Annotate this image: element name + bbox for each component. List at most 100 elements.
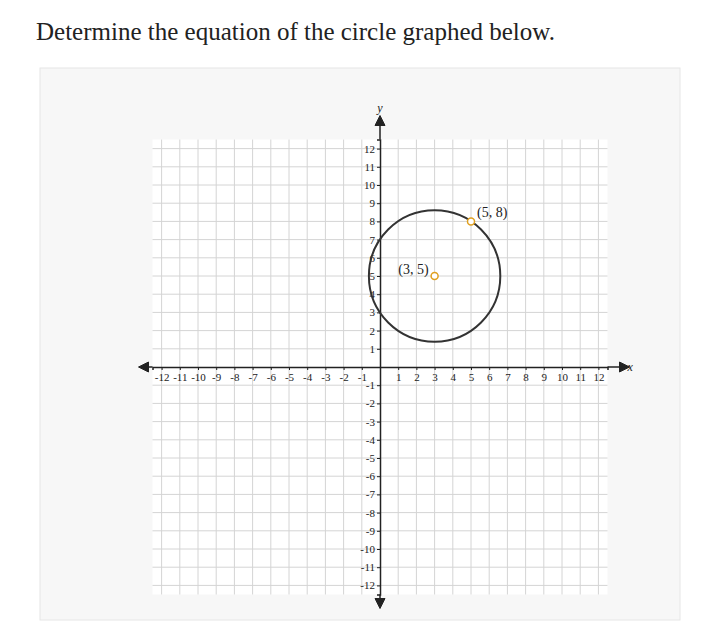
y-axis-line [377,140,381,595]
x-tick-label: 1 [396,371,402,383]
point-labels: (5, 8)(3, 5) [398,205,507,278]
y-tick: -11 [361,561,380,573]
point [468,218,475,225]
y-tick-mark [377,440,380,441]
y-tick-label: 1 [370,343,376,355]
x-tick: 4 [451,367,457,383]
y-tick-mark [377,221,380,222]
y-tick-label: 10 [364,179,376,191]
x-tick: -7 [249,367,259,383]
y-axis: -12-11-10-9-8-7-6-5-4-3-2-11234567891011… [360,140,380,595]
y-tick: -7 [366,488,380,500]
x-tick-mark [453,367,454,370]
y-tick: 8 [370,215,381,227]
x-tick: -11 [173,367,187,383]
x-tick: -3 [321,367,331,383]
x-tick-label: -9 [212,371,222,383]
x-tick: 2 [414,367,420,383]
x-tick-mark [416,367,417,370]
x-tick-label: 3 [432,371,438,383]
x-tick-label: -6 [267,371,277,383]
y-tick-mark [377,294,380,295]
y-tick-mark [377,276,380,277]
grid [153,140,608,595]
y-tick-label: -12 [360,579,375,591]
x-tick-mark [362,367,363,370]
x-tick-label: 5 [469,371,475,383]
y-tick-mark [377,349,380,350]
y-tick: -5 [366,452,380,464]
x-tick-label: 10 [557,371,569,383]
x-tick: -2 [340,367,349,383]
y-tick: -12 [360,579,380,591]
y-tick: -1 [366,379,380,391]
x-tick-mark [307,367,308,370]
y-tick-mark [377,203,380,204]
page: Determine the equation of the circle gra… [0,0,713,623]
y-tick-label: 7 [370,234,376,246]
y-tick: -10 [360,543,380,555]
x-tick: 1 [396,367,402,383]
x-tick-label: -3 [321,371,331,383]
y-tick-label: 9 [370,197,376,209]
y-tick-label: -5 [366,452,376,464]
x-tick-label: 2 [414,371,420,383]
x-tick-mark [562,367,563,370]
y-tick-label: -6 [366,470,376,482]
y-tick: -6 [366,470,380,482]
x-tick: -9 [212,367,222,383]
y-tick-mark [377,567,380,568]
x-tick-mark [289,367,290,370]
x-tick: 10 [557,367,569,383]
y-tick-label: 3 [370,306,376,318]
arrow-head [375,599,385,609]
y-tick: -4 [366,434,380,446]
x-tick-label: -5 [285,371,295,383]
y-tick-mark [377,513,380,514]
x-tick-label: 7 [505,371,511,383]
marks [369,210,500,341]
x-tick: -12 [155,367,170,383]
x-tick: 12 [593,367,604,383]
x-tick: -4 [303,367,313,383]
x-tick-mark [580,367,581,370]
y-tick-label: -8 [366,507,376,519]
y-tick-mark [377,385,380,386]
x-tick: 5 [469,367,475,383]
y-tick-label: -10 [360,543,375,555]
y-tick-mark [377,531,380,532]
panel [40,68,680,620]
y-tick-label: 5 [370,270,376,282]
arrow-head [139,362,149,372]
y-tick-label: -3 [366,416,376,428]
x-tick-mark [471,367,472,370]
x-tick-mark [271,367,272,370]
x-tick-mark [198,367,199,370]
circle [369,210,500,341]
y-tick: -3 [366,416,380,428]
x-tick: -8 [230,367,240,383]
x-tick-mark [234,367,235,370]
x-tick: 9 [542,367,548,383]
y-tick-label: 12 [364,143,375,155]
y-tick-mark [377,476,380,477]
x-tick-label: 4 [451,371,457,383]
y-tick: -8 [366,507,380,519]
x-tick: 8 [523,367,529,383]
y-tick-mark [377,494,380,495]
x-tick: 6 [487,367,493,383]
y-tick: 5 [370,270,381,282]
x-tick-mark [489,367,490,370]
x-tick-mark [344,367,345,370]
x-tick-label: -10 [191,371,206,383]
y-tick: 9 [370,197,381,209]
x-tick-label: -12 [155,371,170,383]
x-tick-label: 8 [523,371,529,383]
x-tick: -10 [191,367,206,383]
x-tick: 7 [505,367,511,383]
x-tick-label: 12 [593,371,604,383]
y-tick: -2 [366,397,380,409]
y-tick-label: -7 [366,488,376,500]
x-tick-mark [253,367,254,370]
x-tick-label: -7 [249,371,259,383]
